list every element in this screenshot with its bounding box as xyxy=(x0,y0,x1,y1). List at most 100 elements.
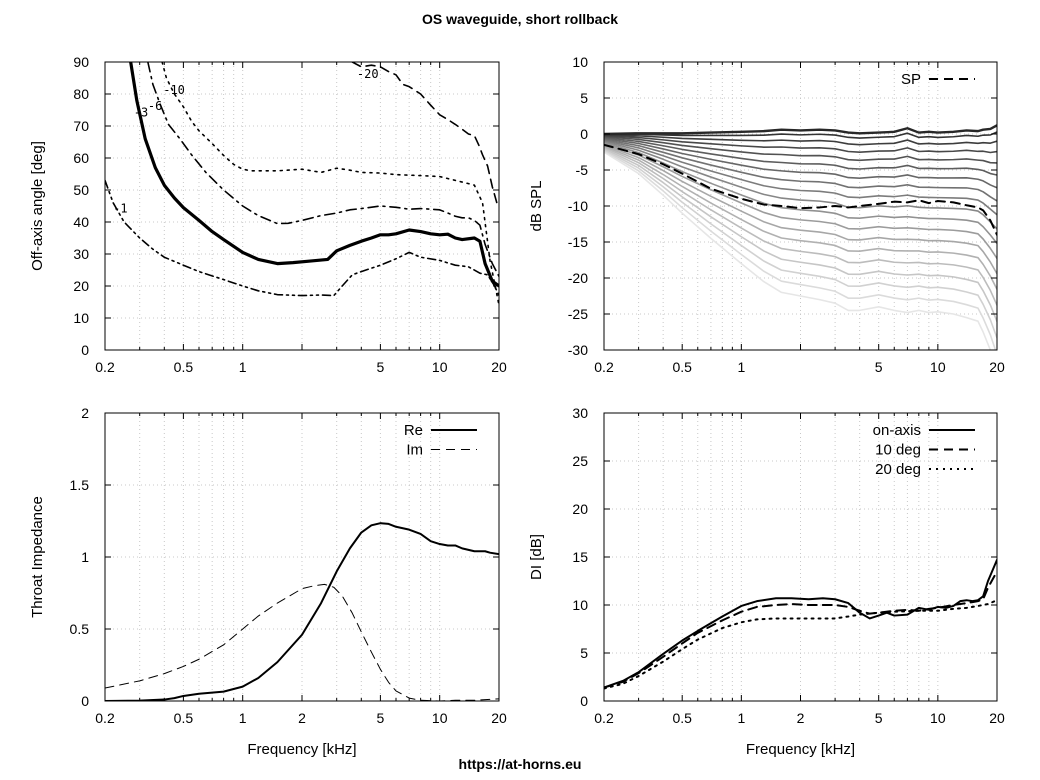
x-tick-label: 5 xyxy=(875,359,883,375)
contour-label: -3 xyxy=(134,105,148,119)
y-tick-label: 10 xyxy=(572,54,588,70)
panel-impedance: 0.2 0.5 1 2 5 10 20 0 0.5 1 1.5 2 Throat Impedance Fr… xyxy=(29,405,507,758)
x-tick-label: 5 xyxy=(376,710,384,726)
y-tick-label: 0.5 xyxy=(70,621,90,637)
legend-label-SP: SP xyxy=(901,71,921,88)
y-axis-label: DI [dB] xyxy=(528,534,545,580)
legend-label-10 deg: 10 deg xyxy=(875,442,921,459)
y-tick-label: 0 xyxy=(81,342,89,358)
spl-curve-12 xyxy=(604,144,997,275)
plot-area xyxy=(105,522,499,701)
spl-curve-2 xyxy=(604,134,997,146)
y-tick-label: 25 xyxy=(572,453,588,469)
x-tick-label: 1 xyxy=(737,710,745,726)
spl-curve-8 xyxy=(604,139,997,216)
y-tick-label: 5 xyxy=(580,90,588,106)
y-tick-label: 40 xyxy=(73,214,89,230)
x-tick-label: 2 xyxy=(797,710,805,726)
y-tick-label: 20 xyxy=(572,501,588,517)
series-line--6 xyxy=(147,62,499,278)
x-tick-label: 5 xyxy=(376,359,384,375)
y-tick-label: 1 xyxy=(81,549,89,565)
y-tick-label: -20 xyxy=(568,270,588,286)
spl-curve-1 xyxy=(604,131,997,139)
spl-curve-11 xyxy=(604,142,997,260)
spl-curve-16 xyxy=(604,148,997,339)
y-tick-label: 70 xyxy=(73,118,89,134)
y-tick-label: 0 xyxy=(580,126,588,142)
x-tick-label: 10 xyxy=(930,359,946,375)
y-tick-label: 90 xyxy=(73,54,89,70)
spl-curve-13 xyxy=(604,145,997,291)
x-tick-label: 1 xyxy=(737,359,745,375)
series-line--3 xyxy=(129,62,499,288)
y-tick-label: 50 xyxy=(73,182,89,198)
footer-url: https://at-horns.eu xyxy=(459,756,582,772)
contour-label: -10 xyxy=(163,83,185,97)
grid xyxy=(105,413,499,701)
y-tick-label: 20 xyxy=(73,278,89,294)
series-line--10 xyxy=(161,62,499,306)
grid xyxy=(105,62,499,350)
x-tick-label: 10 xyxy=(432,710,448,726)
x-tick-label: 20 xyxy=(989,359,1005,375)
spl-curve-10 xyxy=(604,141,997,245)
plot-area xyxy=(604,124,997,350)
series-line-Re xyxy=(105,522,499,701)
series-line--20 xyxy=(351,62,499,207)
x-axis-label: Frequency [kHz] xyxy=(247,741,356,758)
y-axis-label: Off-axis angle [deg] xyxy=(29,141,46,271)
spl-curve-5 xyxy=(604,136,997,176)
panel-spl: 0.2 0.5 1 5 10 20 -30 -25 -20 -15 -10 -5 0 5 10 dB SPL S… xyxy=(528,54,1005,375)
x-tick-label: 0.2 xyxy=(95,359,115,375)
spl-curve-18 xyxy=(604,151,992,350)
y-tick-label: -30 xyxy=(568,342,588,358)
series-line-on-axis xyxy=(604,558,997,689)
contour-label: -1 xyxy=(113,201,127,215)
legend-label-20 deg: 20 deg xyxy=(875,461,921,478)
y-tick-label: 30 xyxy=(572,405,588,421)
y-tick-label: 80 xyxy=(73,86,89,102)
legend-label-Im: Im xyxy=(406,442,423,459)
x-tick-label: 0.5 xyxy=(174,359,194,375)
x-tick-label: 0.5 xyxy=(174,710,194,726)
series-line-10 deg xyxy=(604,570,997,689)
x-tick-label: 0.2 xyxy=(594,710,614,726)
y-tick-label: 10 xyxy=(73,310,89,326)
spl-curve-14 xyxy=(604,146,997,307)
y-tick-label: 0 xyxy=(580,693,588,709)
series-line--1 xyxy=(105,179,499,297)
x-axis-label: Frequency [kHz] xyxy=(746,741,855,758)
plot-area xyxy=(604,558,997,690)
y-axis-label: Throat Impedance xyxy=(29,496,46,618)
spl-curve-4 xyxy=(604,135,997,164)
y-axis-label: dB SPL xyxy=(528,181,545,232)
plot-area xyxy=(105,62,499,306)
y-tick-label: 5 xyxy=(580,645,588,661)
spl-curve-0 xyxy=(604,124,997,136)
x-tick-label: 2 xyxy=(298,710,306,726)
y-tick-label: -15 xyxy=(568,234,588,250)
series-line-Im xyxy=(105,583,499,701)
spl-curve-17 xyxy=(604,149,997,350)
spl-curve-7 xyxy=(604,138,997,202)
x-tick-label: 20 xyxy=(491,359,507,375)
spl-curve-3 xyxy=(604,135,997,154)
y-tick-label: 30 xyxy=(73,246,89,262)
x-tick-label: 10 xyxy=(930,710,946,726)
y-tick-label: -25 xyxy=(568,306,588,322)
panel-contour: 0.2 0.5 1 5 10 20 0 10 20 30 40 50 60 70 80 90 Off-axis … xyxy=(29,54,507,375)
x-tick-label: 0.2 xyxy=(594,359,614,375)
x-tick-label: 0.2 xyxy=(95,710,115,726)
spl-curve-6 xyxy=(604,137,997,189)
x-tick-label: 10 xyxy=(432,359,448,375)
series-line-20 deg xyxy=(604,599,997,690)
x-tick-label: 20 xyxy=(989,710,1005,726)
x-tick-label: 20 xyxy=(491,710,507,726)
y-tick-label: -10 xyxy=(568,198,588,214)
x-tick-label: 0.5 xyxy=(672,359,692,375)
series-line-SP xyxy=(604,143,997,236)
x-tick-label: 1 xyxy=(239,710,247,726)
